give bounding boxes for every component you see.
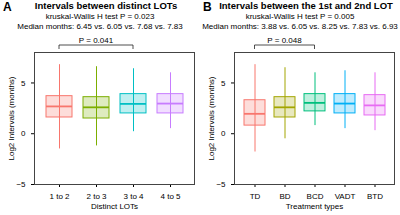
- svg-text:TD: TD: [250, 192, 261, 201]
- html-text:kruskal-Wallis H test P = 0.02: kruskal-Wallis H test P = 0.023: [45, 12, 155, 21]
- svg-text:P = 0.041: P = 0.041: [79, 36, 114, 45]
- svg-text:BTD: BTD: [367, 192, 383, 201]
- svg-text:−5: −5: [216, 180, 226, 189]
- svg-text:P = 0.048: P = 0.048: [267, 36, 302, 45]
- html-text:Median months: 6.45 vs. 6.05 v: Median months: 6.45 vs. 6.05 vs. 7.68 vs…: [17, 22, 183, 31]
- svg-text:−5: −5: [16, 180, 26, 189]
- svg-text:0: 0: [221, 129, 226, 138]
- svg-text:4 to 5: 4 to 5: [160, 192, 181, 201]
- svg-text:5: 5: [221, 79, 226, 88]
- svg-text:Log2 Intervals (months): Log2 Intervals (months): [207, 76, 216, 160]
- html-text:B: B: [203, 0, 212, 14]
- html-text:kruskal-Wallis H test P = 0.00: kruskal-Wallis H test P = 0.005: [245, 12, 355, 21]
- svg-text:Treatment types: Treatment types: [286, 202, 344, 211]
- html-text:A: A: [3, 0, 12, 14]
- svg-text:0: 0: [21, 129, 26, 138]
- svg-text:Distinct LOTs: Distinct LOTs: [91, 202, 138, 211]
- svg-text:Log2 Intervals (months): Log2 Intervals (months): [7, 76, 16, 160]
- svg-text:2 to 3: 2 to 3: [86, 192, 107, 201]
- svg-text:BCD: BCD: [307, 192, 324, 201]
- html-text:Intervals between the 1st and: Intervals between the 1st and 2nd LOT: [219, 0, 393, 11]
- html-text:Median months: 3.88 vs. 6.05 v: Median months: 3.88 vs. 6.05 vs. 8.25 vs…: [202, 22, 398, 31]
- svg-text:BD: BD: [279, 192, 290, 201]
- svg-text:3 to 4: 3 to 4: [123, 192, 144, 201]
- html-text:Intervals between distinct LOT: Intervals between distinct LOTs: [34, 0, 178, 11]
- svg-text:1 to 2: 1 to 2: [49, 192, 70, 201]
- svg-text:5: 5: [21, 79, 26, 88]
- svg-text:VADT: VADT: [335, 192, 356, 201]
